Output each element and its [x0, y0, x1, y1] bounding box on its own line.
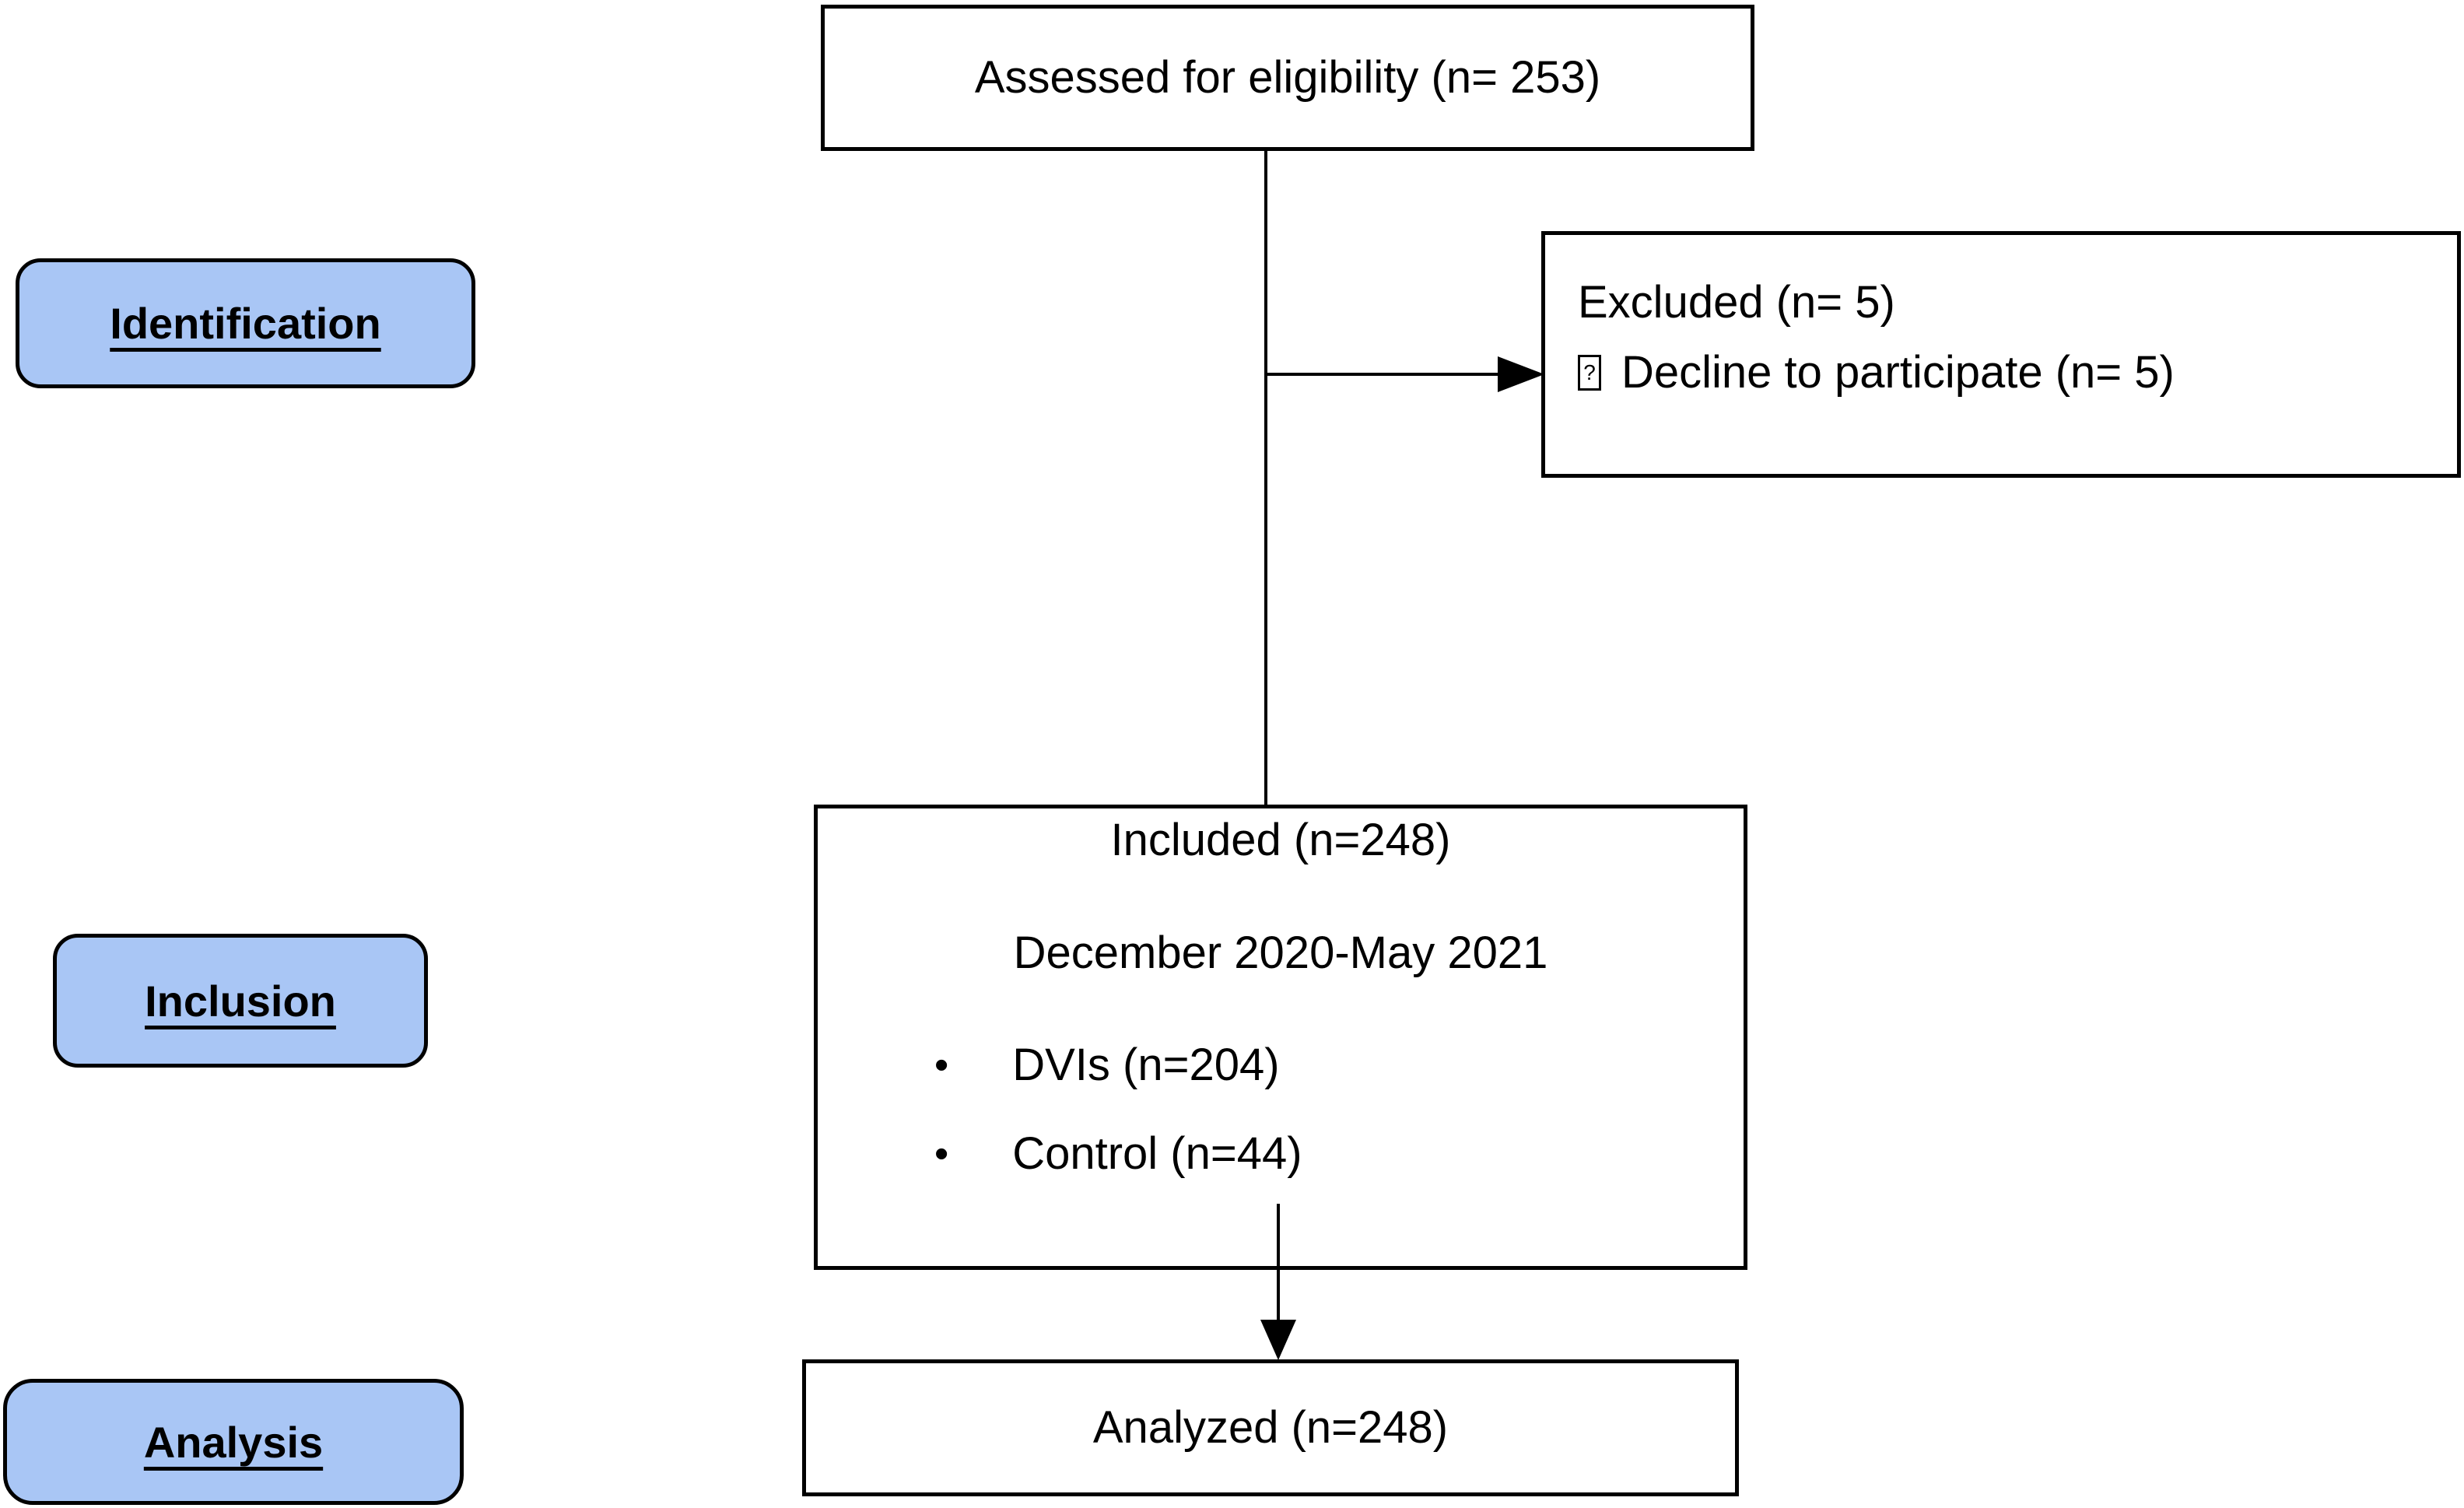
- included-item-control-text: Control (n=44): [1012, 1128, 1302, 1179]
- excluded-list-item: ? Decline to participate (n= 5): [1578, 345, 2441, 400]
- analyzed-box: Analyzed (n=248): [802, 1359, 1739, 1496]
- arrowhead-down-icon: [1260, 1320, 1296, 1360]
- included-list-item-control: • Control (n=44): [818, 1127, 1744, 1181]
- excluded-item-text: Decline to participate (n= 5): [1621, 347, 2175, 398]
- bullet-icon: •: [934, 1131, 949, 1177]
- included-date-range: December 2020-May 2021: [1013, 928, 1548, 978]
- excluded-title: Excluded (n= 5): [1578, 277, 1895, 328]
- stage-box-identification: Identification: [16, 258, 475, 388]
- included-list-item-dvis: • DVIs (n=204): [818, 1038, 1744, 1092]
- connector-assessed-to-included: [1264, 150, 1267, 806]
- stage-label-analysis: Analysis: [143, 1417, 324, 1467]
- included-item-dvis-text: DVIs (n=204): [1012, 1040, 1280, 1090]
- included-title: Included (n=248): [1110, 815, 1451, 865]
- assessed-box: Assessed for eligibility (n= 253): [821, 5, 1754, 151]
- missing-glyph-bullet-icon: ?: [1578, 355, 1601, 391]
- stage-label-inclusion: Inclusion: [145, 976, 336, 1026]
- connector-to-excluded: [1266, 373, 1501, 376]
- connector-included-to-analyzed: [1277, 1204, 1280, 1324]
- arrowhead-right-icon: [1498, 356, 1544, 392]
- excluded-box: Excluded (n= 5) ? Decline to participate…: [1541, 231, 2461, 478]
- stage-box-analysis: Analysis: [3, 1379, 464, 1505]
- bullet-icon: •: [934, 1043, 949, 1088]
- included-box: Included (n=248) December 2020-May 2021 …: [814, 805, 1747, 1270]
- assessed-text: Assessed for eligibility (n= 253): [974, 52, 1601, 103]
- stage-label-identification: Identification: [110, 299, 381, 348]
- analyzed-text: Analyzed (n=248): [1092, 1402, 1449, 1453]
- stage-box-inclusion: Inclusion: [53, 934, 428, 1068]
